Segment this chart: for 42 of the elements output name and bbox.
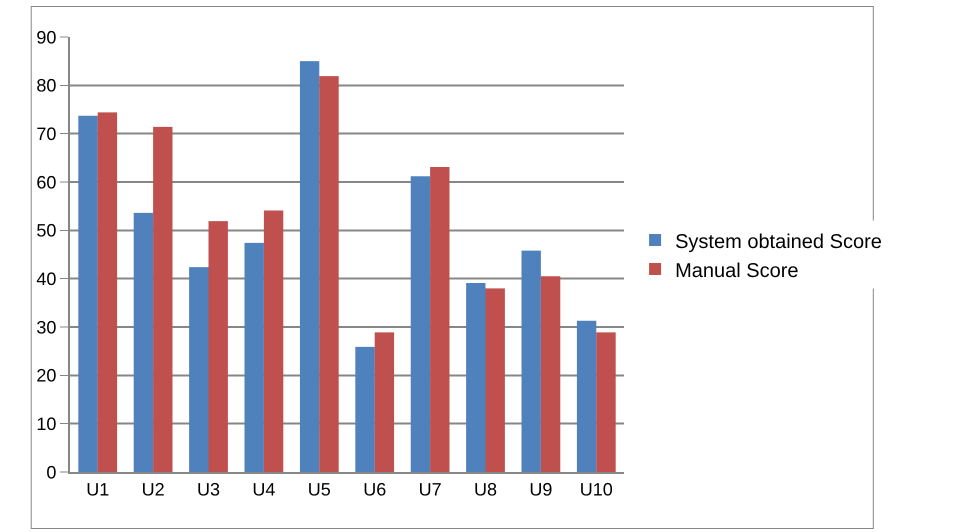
bar (244, 242, 264, 472)
bar (319, 76, 339, 472)
bar (153, 126, 172, 472)
x-tick-label: U8 (474, 480, 498, 500)
y-tick-label: 40 (36, 268, 56, 289)
legend-label: System obtained Score (675, 230, 882, 253)
bar (264, 210, 284, 472)
x-tick-label: U1 (86, 480, 110, 500)
x-tick-label: U7 (418, 480, 442, 500)
x-tick-label: U6 (363, 480, 386, 500)
x-tick-label: U9 (529, 480, 552, 500)
y-tick-label: 60 (36, 172, 56, 192)
bar (208, 221, 228, 472)
bar (134, 212, 154, 472)
x-tick-label: U2 (142, 480, 165, 500)
bar (540, 276, 560, 472)
bar (355, 346, 375, 472)
y-tick-label: 50 (36, 220, 56, 241)
bar (98, 112, 118, 472)
bar (576, 320, 596, 472)
y-tick-label: 80 (36, 76, 56, 96)
bar (189, 267, 208, 472)
bar (78, 116, 98, 472)
bar (486, 288, 505, 472)
bar (374, 332, 394, 472)
bar (430, 167, 450, 472)
bar (410, 176, 430, 472)
x-tick-label: U4 (252, 480, 276, 500)
y-tick-label: 70 (36, 124, 56, 144)
bar (596, 332, 616, 472)
bar (466, 283, 486, 472)
y-tick-label: 0 (46, 462, 56, 482)
y-tick-label: 20 (36, 366, 56, 386)
legend-label: Manual Score (675, 260, 798, 282)
y-tick-label: 90 (36, 27, 56, 48)
bar (522, 250, 541, 472)
y-tick-label: 30 (36, 317, 56, 338)
x-tick-label: U5 (308, 480, 331, 500)
bar (300, 61, 320, 472)
x-tick-label: U3 (196, 480, 220, 500)
y-tick-label: 10 (36, 414, 56, 434)
x-tick-label: U10 (580, 480, 613, 500)
